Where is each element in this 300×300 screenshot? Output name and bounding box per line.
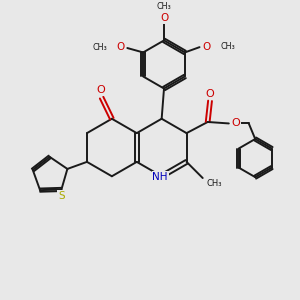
Text: NH: NH <box>152 172 168 182</box>
Text: O: O <box>116 42 125 52</box>
Text: CH₃: CH₃ <box>220 42 235 51</box>
Text: S: S <box>58 191 65 201</box>
Text: O: O <box>97 85 105 95</box>
Text: O: O <box>231 118 240 128</box>
Text: CH₃: CH₃ <box>206 179 222 188</box>
Text: O: O <box>202 42 210 52</box>
Text: O: O <box>206 88 214 98</box>
Text: CH₃: CH₃ <box>157 2 171 10</box>
Text: O: O <box>160 13 168 23</box>
Text: CH₃: CH₃ <box>92 43 107 52</box>
